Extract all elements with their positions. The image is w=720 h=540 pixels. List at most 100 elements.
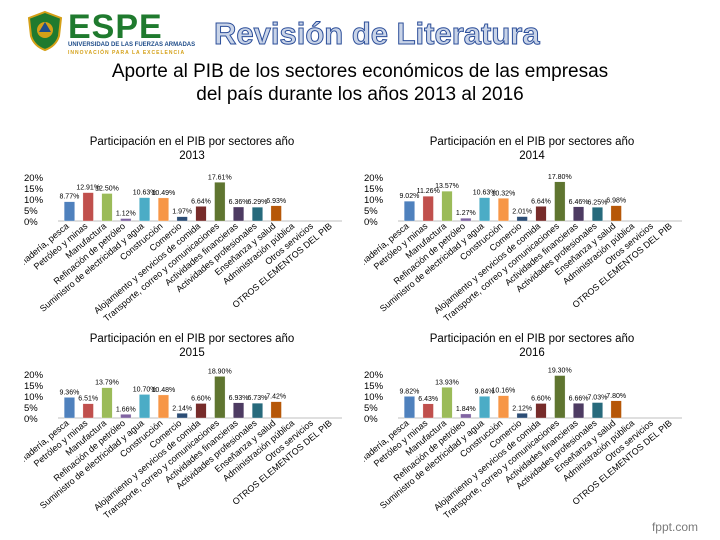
bar [214,376,226,419]
data-label: 7.42% [266,394,286,401]
data-label: 6.93% [229,395,249,402]
data-label: 6.60% [191,395,211,402]
bar [101,387,113,419]
bar [82,192,94,222]
data-label: 6.46% [569,199,589,206]
data-label: 6.43% [418,396,438,403]
y-tick-label: 0% [364,414,378,425]
bar [535,403,547,419]
y-tick-label: 15% [24,184,44,195]
data-label: 6.98% [606,198,626,205]
data-label: 7.03% [587,395,607,402]
section-title: Revisión de Literatura [214,16,541,52]
data-label: 6.29% [247,199,267,206]
chart-title: Participación en el PIB por sectores año [90,136,295,148]
chart-title-year: 2016 [519,347,545,359]
bar [535,206,547,222]
bar [120,414,132,419]
data-label: 6.73% [247,395,267,402]
bar [479,396,491,419]
y-tick-label: 20% [364,370,384,381]
slide-title-line1: Aporte al PIB de los sectores económicos… [111,61,609,82]
bar [422,196,434,222]
y-tick-label: 15% [364,381,384,392]
y-tick-label: 0% [24,217,38,228]
bar [441,387,453,419]
bar [214,182,226,222]
data-label: 1.66% [116,406,136,413]
bar [497,198,509,222]
bar [516,216,528,222]
chart-2015: Participación en el PIB por sectores año… [24,333,342,520]
university-crest-icon [27,10,63,52]
data-label: 6.64% [531,198,551,205]
y-tick-label: 20% [24,370,44,381]
data-label: 1.12% [116,211,136,218]
bar [195,206,207,222]
bar [101,193,113,222]
bar [251,403,263,419]
bar [460,413,472,419]
data-label: 10.63% [473,190,497,197]
bar [157,197,169,222]
data-label: 9.36% [59,389,79,396]
bar [573,403,585,419]
data-label: 9.82% [399,388,419,395]
bar [610,205,622,222]
bar [460,218,472,222]
data-label: 19.30% [548,368,572,375]
data-label: 6.66% [569,395,589,402]
data-label: 18.90% [208,368,232,375]
data-label: 13.57% [435,183,459,190]
bar [139,197,151,222]
data-label: 6.64% [191,198,211,205]
chart-2014: Participación en el PIB por sectores año… [364,136,682,323]
data-label: 6.51% [78,396,98,403]
bar [516,413,528,419]
chart-title-year: 2015 [179,347,205,359]
footer-credit: fppt.com [651,520,698,534]
data-label: 13.93% [435,379,459,386]
y-tick-label: 0% [364,217,378,228]
bar [233,402,245,419]
y-tick-label: 5% [364,403,378,414]
bar [403,201,415,222]
data-label: 1.97% [172,209,192,216]
chart-title: Participación en el PIB por sectores año [430,136,635,148]
y-tick-label: 15% [24,381,44,392]
header: ESPE UNIVERSIDAD DE LAS FUERZAS ARMADAS … [0,0,720,60]
data-label: 7.80% [606,393,626,400]
chart-panel-2013: Participación en el PIB por sectores año… [24,125,360,325]
data-label: 9.84% [475,388,495,395]
y-tick-label: 10% [24,392,44,403]
bar [554,181,566,222]
y-tick-label: 15% [364,184,384,195]
y-tick-label: 20% [364,173,384,184]
bar [82,403,94,419]
data-label: 6.93% [266,198,286,205]
data-label: 10.48% [152,387,176,394]
y-tick-label: 5% [24,403,38,414]
bar [270,205,282,222]
y-tick-label: 5% [364,206,378,217]
bar [610,400,622,419]
data-label: 9.02% [399,193,419,200]
bar [479,197,491,222]
data-label: 12.50% [95,186,119,193]
data-label: 17.80% [548,174,572,181]
y-tick-label: 5% [24,206,38,217]
data-label: 1.27% [456,210,476,217]
bar [441,190,453,222]
bar [139,394,151,419]
chart-2016: Participación en el PIB por sectores año… [364,333,682,520]
bar [176,216,188,222]
data-label: 17.61% [208,174,232,181]
bar [554,375,566,419]
chart-title-year: 2014 [519,150,545,162]
data-label: 11.26% [417,188,440,195]
data-label: 1.84% [456,406,476,413]
data-label: 6.36% [229,199,249,206]
chart-panel-2015: Participación en el PIB por sectores año… [24,322,360,522]
bar [251,207,263,222]
